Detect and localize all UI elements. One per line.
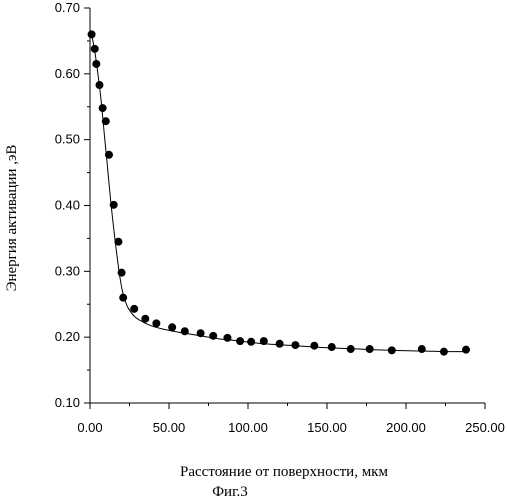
data-point: [291, 341, 299, 349]
figure-caption: Фиг.3: [212, 484, 248, 500]
data-point: [260, 337, 268, 345]
data-point: [119, 294, 127, 302]
data-point: [110, 201, 118, 209]
y-tick-label: 0.60: [55, 66, 80, 81]
y-tick-label: 0.70: [55, 0, 80, 15]
y-tick-label: 0.10: [55, 395, 80, 410]
axes: [90, 8, 485, 403]
x-tick-label: 150.00: [307, 420, 347, 435]
data-point: [366, 345, 374, 353]
data-point: [328, 343, 336, 351]
y-tick-label: 0.20: [55, 329, 80, 344]
data-point: [114, 238, 122, 246]
data-point: [310, 342, 318, 350]
y-tick-label: 0.40: [55, 198, 80, 213]
data-point: [181, 327, 189, 335]
data-point: [102, 117, 110, 125]
fit-curve-layer: [92, 34, 466, 351]
data-point: [118, 269, 126, 277]
y-tick-label: 0.30: [55, 263, 80, 278]
x-tick-label: 200.00: [386, 420, 426, 435]
data-point: [130, 305, 138, 313]
data-point: [91, 45, 99, 53]
data-point: [141, 315, 149, 323]
data-points-layer: [88, 30, 470, 355]
ticks: 0.10 0.20 0.30 0.40 0.50 0.60 0.70 0.00 50.00 100…: [55, 0, 505, 435]
data-point: [92, 60, 100, 68]
data-point: [440, 348, 448, 356]
x-tick-label: 50.00: [153, 420, 186, 435]
data-point: [247, 338, 255, 346]
x-tick-label: 0.00: [77, 420, 102, 435]
data-point: [347, 345, 355, 353]
fit-curve: [92, 34, 466, 351]
data-point: [105, 151, 113, 159]
data-point: [99, 104, 107, 112]
data-point: [209, 332, 217, 340]
x-tick-label: 100.00: [228, 420, 268, 435]
x-tick-label: 250.00: [465, 420, 505, 435]
data-point: [388, 346, 396, 354]
data-point: [95, 81, 103, 89]
data-point: [223, 334, 231, 342]
data-point: [152, 319, 160, 327]
data-point: [462, 346, 470, 354]
y-tick-label: 0.50: [55, 132, 80, 147]
y-axis-title: Энергия активации ,эВ: [4, 145, 20, 292]
data-point: [236, 337, 244, 345]
data-point: [168, 323, 176, 331]
x-axis-title: Расстояние от поверхности, мкм: [180, 464, 388, 480]
data-point: [197, 329, 205, 337]
data-point: [418, 345, 426, 353]
data-point: [276, 340, 284, 348]
data-point: [88, 30, 96, 38]
